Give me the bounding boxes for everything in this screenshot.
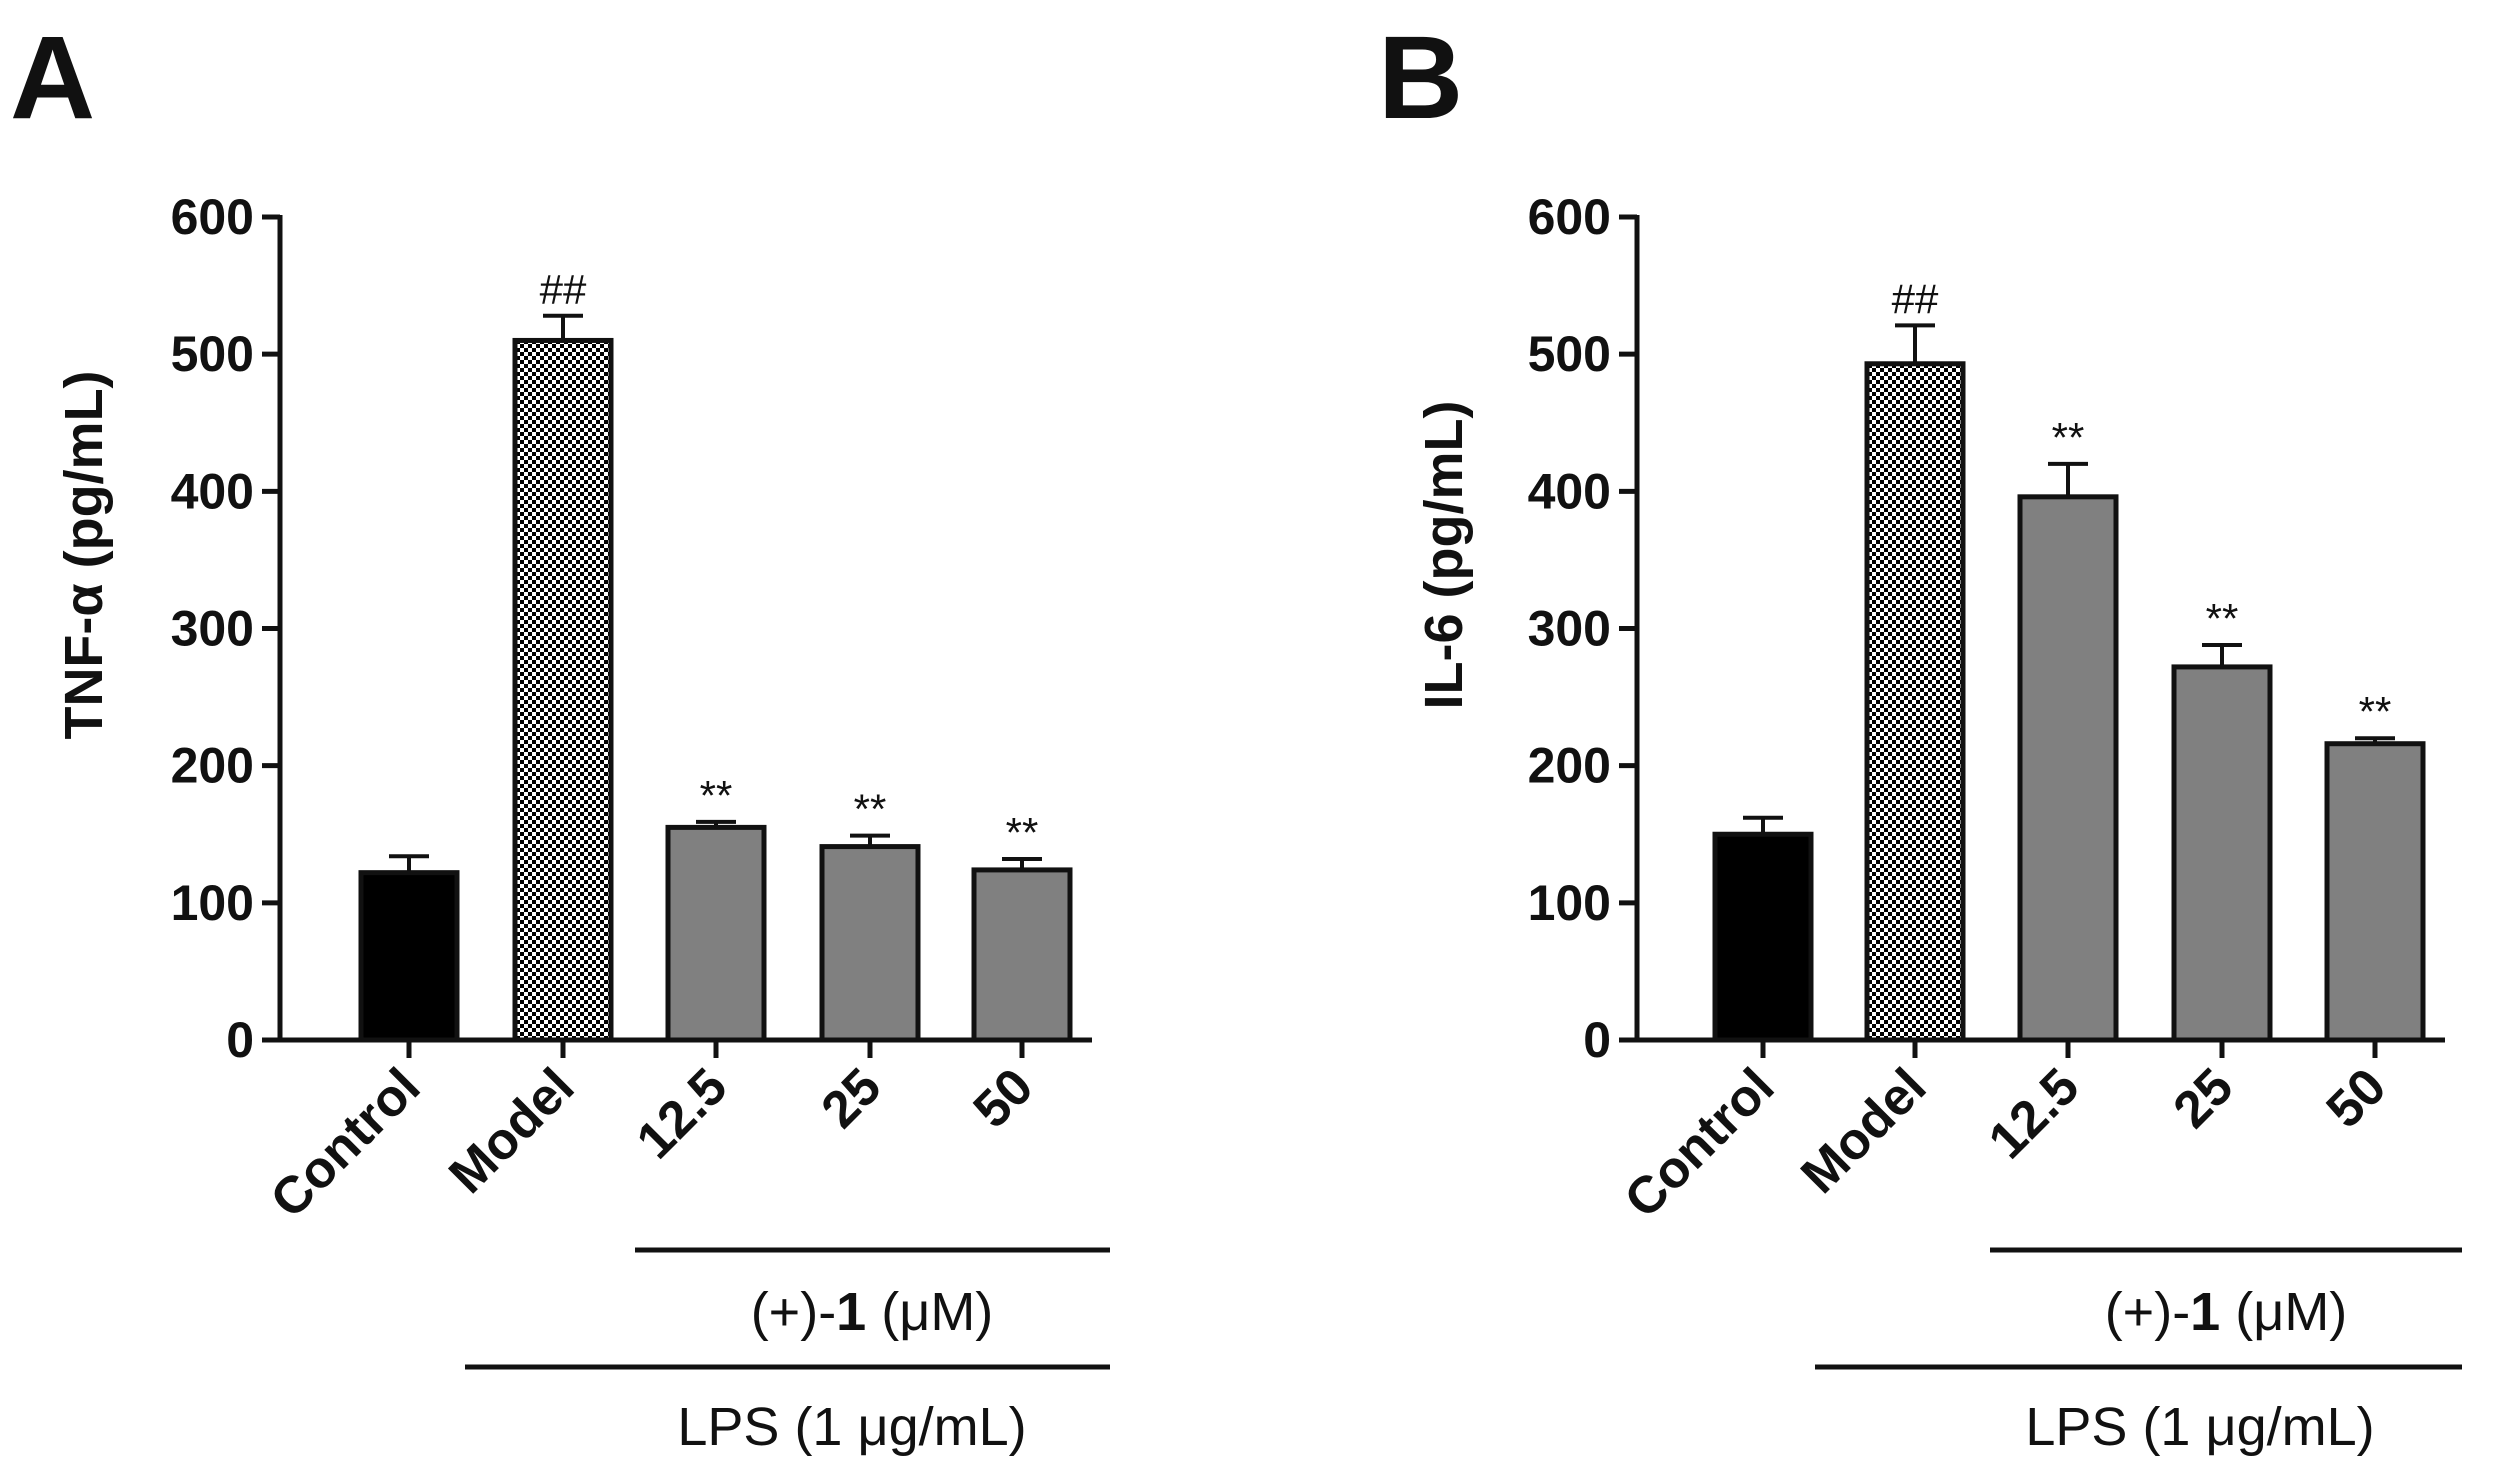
significance-label: ** [854, 786, 887, 833]
x-tick-label: Control [1614, 1057, 1786, 1229]
y-tick-label: 600 [171, 189, 254, 245]
bar [819, 844, 921, 1043]
y-tick-label: 200 [171, 738, 254, 794]
panel-b: B IL-6 (pg/mL) 0 100 200 300 400 500 600 ## ** *… [1378, 12, 2462, 1457]
panel-a: A TNF-α (pg/mL) 0 100 200 300 400 500 600 ## **… [10, 12, 1110, 1457]
y-tick-label: 400 [1528, 463, 1611, 519]
y-tick-label: 0 [226, 1012, 254, 1068]
y-tick-label: 600 [1528, 189, 1611, 245]
x-tick-label: Model [1790, 1057, 1937, 1204]
significance-label: ** [700, 772, 733, 819]
x-tick-label: 50 [963, 1057, 1045, 1139]
lps-label: LPS (1 μg/mL) [2025, 1397, 2374, 1457]
bar [358, 870, 460, 1043]
bar [2324, 741, 2426, 1043]
bar [1864, 361, 1966, 1043]
significance-label: ## [1892, 275, 1939, 322]
x-axis-categories: Control Model 12.5 25 50 [260, 1057, 1045, 1229]
y-tick-label: 100 [1528, 875, 1611, 931]
x-axis-categories: Control Model 12.5 25 50 [1614, 1057, 2398, 1229]
significance-label: ## [540, 266, 587, 313]
x-tick-label: 25 [811, 1057, 893, 1139]
y-tick-label: 500 [171, 326, 254, 382]
x-tick-label: 50 [2316, 1057, 2398, 1139]
compound-label: (+)-1 (μM) [2105, 1282, 2348, 1342]
bar [512, 337, 614, 1043]
y-tick-label: 100 [171, 875, 254, 931]
x-tick-label: 25 [2163, 1057, 2245, 1139]
y-tick-label: 200 [1528, 738, 1611, 794]
y-axis: 0 100 200 300 400 500 600 [171, 189, 1092, 1068]
y-tick-label: 300 [1528, 601, 1611, 657]
bars: ## ** ** ** [358, 266, 1073, 1058]
bar [2171, 664, 2273, 1043]
bar [971, 867, 1073, 1043]
x-tick-label: 12.5 [626, 1057, 739, 1170]
significance-label: ** [1006, 809, 1039, 856]
y-axis: 0 100 200 300 400 500 600 [1528, 189, 2445, 1068]
lps-label: LPS (1 μg/mL) [677, 1397, 1026, 1457]
compound-label: (+)-1 (μM) [751, 1282, 994, 1342]
panel-letter: B [1378, 12, 1463, 144]
panel-letter: A [10, 12, 95, 144]
significance-label: ** [2052, 414, 2085, 461]
significance-label: ** [2359, 688, 2392, 735]
x-tick-label: 12.5 [1978, 1057, 2091, 1170]
bar [1712, 831, 1814, 1043]
y-tick-label: 0 [1583, 1012, 1611, 1068]
y-tick-label: 500 [1528, 326, 1611, 382]
y-axis-label: IL-6 (pg/mL) [1414, 401, 1474, 710]
significance-label: ** [2206, 595, 2239, 642]
x-tick-label: Model [438, 1057, 585, 1204]
bar [665, 824, 767, 1043]
y-tick-label: 300 [171, 601, 254, 657]
y-axis-label: TNF-α (pg/mL) [54, 370, 114, 739]
x-tick-label: Control [260, 1057, 432, 1229]
bar [2017, 494, 2119, 1043]
bars: ## ** ** ** [1712, 275, 2426, 1058]
y-tick-label: 400 [171, 463, 254, 519]
